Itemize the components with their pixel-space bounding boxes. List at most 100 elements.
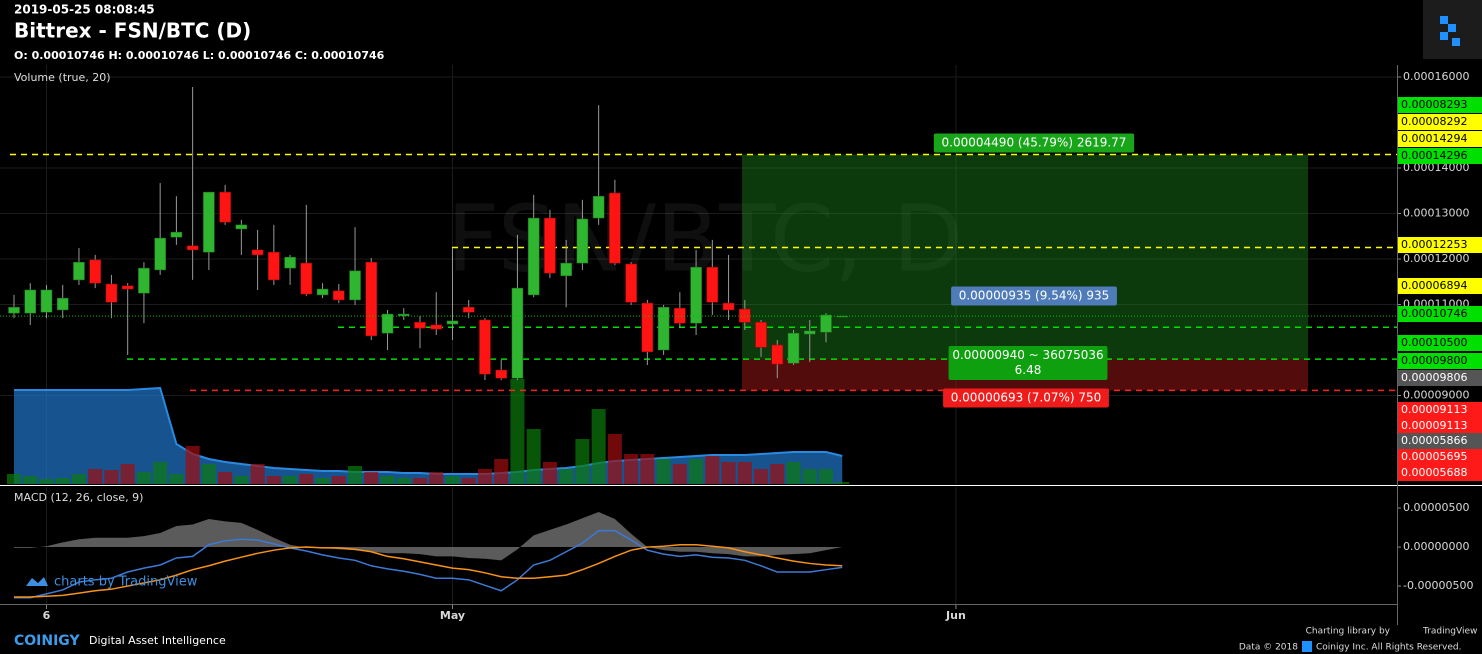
charts-by[interactable]: charts by TradingView (54, 575, 198, 590)
volume-bar (819, 469, 834, 484)
logo-square (1440, 32, 1448, 40)
volume-bar (6, 474, 21, 484)
volume-bar (494, 459, 509, 484)
candle-body (365, 261, 378, 337)
volume-bar (672, 464, 687, 484)
volume-ma-line (13, 386, 843, 475)
candle-body (89, 259, 101, 284)
ohlc-legend: O: 0.00010746 H: 0.00010746 L: 0.0001074… (14, 49, 385, 62)
volume-bar (770, 464, 785, 484)
profit-zone (742, 154, 1308, 360)
candle-body (625, 263, 637, 303)
volume-bar (104, 470, 119, 484)
candle-body (609, 192, 621, 264)
volume-bar (542, 462, 557, 484)
candle-body (235, 224, 248, 230)
volume-bar (396, 478, 411, 484)
candle-body (333, 290, 345, 301)
price-label: 0.00008292 (1401, 115, 1467, 128)
price-label-box (1398, 237, 1482, 253)
candle-body (251, 249, 264, 256)
x-tick-label: 6 (43, 609, 51, 622)
logo-square (1440, 16, 1448, 24)
volume-bar (315, 478, 330, 484)
library[interactable]: TradingView (1422, 627, 1477, 637)
candle-body (284, 256, 296, 269)
volume-bar (71, 474, 86, 484)
y-tick-label: 0.00000000 (1403, 540, 1469, 553)
volume-bar (689, 459, 704, 484)
price-label: 0.00014296 (1401, 149, 1467, 162)
candle-body (495, 369, 507, 379)
volume-bar (250, 464, 265, 484)
price-label-box (1398, 97, 1482, 113)
position-label: 0.00004490 (45.79%) 2619.77 (942, 136, 1127, 150)
price-label-box (1398, 418, 1482, 434)
volume-bar (218, 472, 233, 484)
candle-body (268, 251, 280, 281)
position-label: 0.00000693 (7.07%) 750 (951, 391, 1102, 405)
candle-body (154, 237, 166, 271)
candle-body (138, 267, 150, 294)
candle-body (787, 332, 800, 364)
volume-bar (591, 409, 606, 484)
candle-body (219, 191, 231, 223)
price-label-box (1398, 465, 1482, 481)
position-label: 0.00000935 (9.54%) 935 (959, 289, 1110, 303)
price-label: 0.00008293 (1401, 98, 1467, 111)
candle-body (544, 217, 556, 274)
macd-title: MACD (12, 26, close, 9) (14, 491, 143, 504)
volume-bar (23, 476, 38, 484)
volume-bar (331, 476, 346, 484)
candle-body (8, 306, 20, 314)
price-label-box (1398, 449, 1482, 465)
candle-body (592, 195, 605, 219)
volume-bar (786, 462, 801, 484)
candle-body (300, 262, 313, 295)
candle-body (414, 322, 426, 329)
volume-bar (412, 478, 427, 484)
volume-bar (737, 462, 752, 484)
candle-body (40, 289, 53, 313)
candle-body (462, 306, 475, 313)
candle-body (73, 261, 85, 281)
candle-body (511, 287, 524, 379)
library-by: Charting library by (1306, 627, 1391, 637)
y-tick-label: 0.00013000 (1403, 207, 1469, 220)
price-label: 0.00010500 (1401, 336, 1467, 349)
price-label-box (1398, 370, 1482, 386)
position-label-box (948, 346, 1108, 380)
volume-bar (429, 472, 444, 484)
candle-body (836, 315, 848, 318)
y-tick-label: 0.00014000 (1403, 161, 1469, 174)
candle-body (771, 344, 784, 365)
volume-bar (721, 462, 736, 484)
x-tick-label: May (440, 609, 465, 622)
candle-body (398, 313, 410, 317)
volume-bar (640, 454, 655, 484)
brand[interactable]: COINIGY (14, 633, 80, 649)
candle-body (203, 191, 215, 253)
volume-bar (153, 462, 168, 484)
price-label: 0.00005688 (1401, 466, 1467, 479)
price-label-box (1398, 148, 1482, 164)
logo-square (1452, 38, 1460, 46)
timestamp: 2019-05-25 08:08:45 (14, 3, 155, 17)
price-label-box (1398, 433, 1482, 449)
volume-bar (802, 469, 817, 484)
volume-bar (234, 476, 249, 484)
candle-body (690, 266, 702, 324)
candle-body (576, 218, 589, 264)
volume-bar (445, 476, 460, 484)
candle-body (170, 231, 183, 238)
plot-layer: 6 May Jun 0.00016000 0.00014000 0.00013000 0.0… (0, 65, 1482, 622)
price-label: 0.00014294 (1401, 132, 1467, 145)
position-label-box (951, 286, 1117, 306)
candle-body (674, 307, 686, 324)
price-label-box (1398, 306, 1482, 322)
volume-bar (364, 472, 379, 484)
price-label: 0.00009800 (1401, 354, 1467, 367)
candle-body (446, 320, 459, 325)
